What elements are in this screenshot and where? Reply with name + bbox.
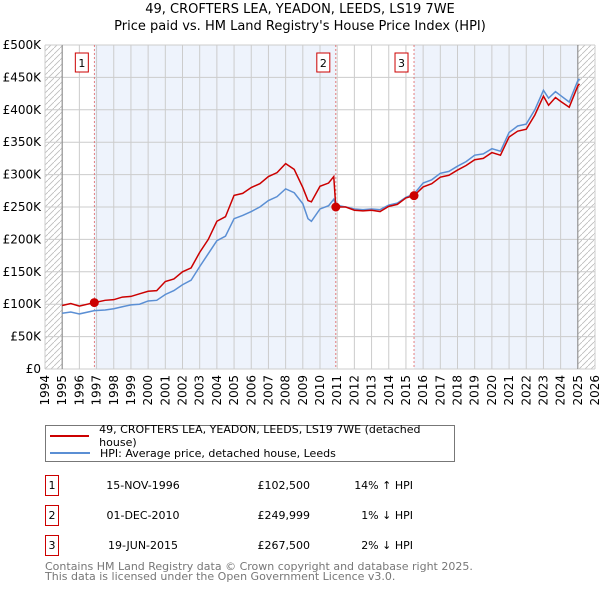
price-paid-line — [62, 83, 581, 307]
x-tick-label: 2009 — [296, 375, 310, 406]
x-tick-label: 1998 — [107, 375, 121, 406]
sale-point — [331, 202, 341, 212]
sale-badge: 2 — [45, 505, 59, 526]
y-tick-label: £400K — [3, 103, 43, 117]
footer-line-2: This data is licensed under the Open Gov… — [45, 570, 396, 583]
sale-badge: 1 — [45, 475, 59, 496]
y-tick-label: £350K — [3, 135, 43, 149]
x-tick-label: 2013 — [365, 375, 379, 406]
x-tick-label: 2010 — [313, 375, 327, 406]
x-tick-label: 2002 — [176, 375, 190, 406]
y-tick-label: £100K — [3, 297, 43, 311]
sale-hpi-diff: 2% ↓ HPI — [361, 539, 413, 552]
x-tick-label: 2022 — [519, 375, 533, 406]
chart-subtitle: Price paid vs. HM Land Registry's House … — [114, 19, 486, 34]
legend-swatch — [50, 435, 90, 437]
y-tick-label: £50K — [10, 330, 42, 344]
sale-price: £102,500 — [257, 479, 311, 492]
sale-row: 2 01-DEC-2010 £249,999 1% ↓ HPI — [45, 505, 465, 526]
x-tick-label: 2018 — [451, 375, 465, 406]
sale-label-box — [74, 52, 89, 73]
sale-row: 3 19-JUN-2015 £267,500 2% ↓ HPI — [45, 535, 465, 556]
hpi-line — [62, 78, 581, 315]
y-tick-label: £0 — [26, 362, 41, 376]
x-tick-label: 2021 — [502, 375, 516, 406]
x-tick-label: 2024 — [554, 375, 568, 406]
sale-label: 1 — [78, 57, 85, 70]
legend-label: 49, CROFTERS LEA, YEADON, LEEDS, LS19 7W… — [99, 423, 421, 449]
sale-hpi-diff: 1% ↓ HPI — [361, 509, 413, 522]
sale-label: 2 — [320, 57, 327, 70]
sale-point — [89, 298, 99, 308]
x-tick-label: 2008 — [279, 375, 293, 406]
y-tick-label: £300K — [3, 168, 43, 182]
chart-title: 49, CROFTERS LEA, YEADON, LEEDS, LS19 7W… — [145, 2, 455, 17]
x-tick-label: 2014 — [382, 375, 396, 406]
sale-hpi-diff: 14% ↑ HPI — [354, 479, 413, 492]
sale-label-box — [394, 52, 409, 73]
x-tick-label: 2020 — [485, 375, 499, 406]
x-tick-label: 1994 — [38, 375, 52, 406]
x-tick-label: 2011 — [330, 375, 344, 406]
legend-item-property: 49, CROFTERS LEA, YEADON, LEEDS, LS19 7W… — [50, 423, 454, 449]
legend-label: HPI: Average price, detached house, Leed… — [100, 446, 336, 460]
footer-line-1: Contains HM Land Registry data © Crown c… — [45, 560, 473, 573]
y-tick-label: £450K — [3, 70, 43, 84]
x-tick-label: 2016 — [416, 375, 430, 406]
y-tick-label: £200K — [3, 232, 43, 246]
x-tick-label: 1999 — [124, 375, 138, 406]
x-tick-label: 1995 — [55, 375, 69, 406]
legend-item-hpi: HPI: Average price, detached house, Leed… — [50, 445, 336, 461]
y-tick-label: £500K — [3, 38, 43, 52]
legend-swatch — [50, 452, 90, 454]
x-tick-label: 2012 — [347, 375, 361, 406]
sale-date: 19-JUN-2015 — [107, 539, 179, 552]
sale-label-box — [316, 52, 331, 73]
y-tick-label: £150K — [3, 265, 43, 279]
x-tick-label: 2001 — [158, 375, 172, 406]
legend: 49, CROFTERS LEA, YEADON, LEEDS, LS19 7W… — [45, 423, 455, 462]
x-tick-label: 2019 — [468, 375, 482, 406]
x-tick-label: 2007 — [261, 375, 275, 406]
sale-date: 01-DEC-2010 — [106, 509, 180, 522]
x-tick-label: 2006 — [244, 375, 258, 406]
x-tick-label: 2004 — [210, 375, 224, 406]
x-tick-label: 2023 — [536, 375, 550, 406]
sale-badge: 3 — [45, 535, 59, 556]
x-tick-label: 1997 — [90, 375, 104, 406]
y-tick-label: £250K — [3, 200, 43, 214]
x-tick-label: 2003 — [193, 375, 207, 406]
x-tick-label: 1996 — [72, 375, 86, 406]
sale-label: 3 — [398, 57, 405, 70]
x-tick-label: 2000 — [141, 375, 155, 406]
x-tick-label: 2025 — [571, 375, 585, 406]
sale-date: 15-NOV-1996 — [106, 479, 180, 492]
sale-point — [409, 191, 419, 201]
plot-area: 1994 1995 1996 1997 1998 1999 2000 2001 2002 2003… — [3, 38, 600, 406]
x-tick-label: 2005 — [227, 375, 241, 406]
x-tick-label: 2026 — [588, 375, 600, 406]
sale-price: £249,999 — [257, 509, 311, 522]
x-tick-label: 2017 — [433, 375, 447, 406]
sale-price: £267,500 — [257, 539, 311, 552]
x-tick-label: 2015 — [399, 375, 413, 406]
sale-row: 1 15-NOV-1996 £102,500 14% ↑ HPI — [45, 475, 465, 496]
